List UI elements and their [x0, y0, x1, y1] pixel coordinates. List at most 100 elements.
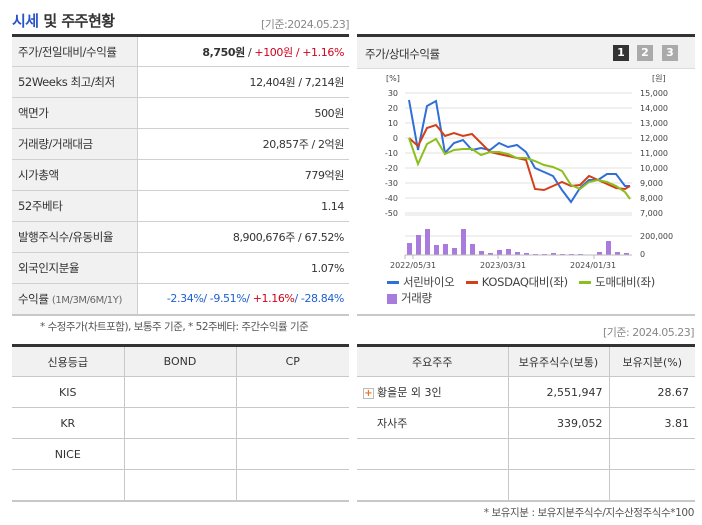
return-1y: -28.84%: [300, 292, 345, 306]
section-title: 시세 및 주주현황: [12, 10, 115, 31]
returns-periods: (1M/3M/6M/1Y): [51, 294, 123, 306]
shares-cell: [507, 438, 610, 470]
table-row: 거래량/거래대금 20,857주 / 2억원: [12, 128, 349, 160]
expand-plus-icon[interactable]: +: [363, 387, 374, 399]
row-label: 주가/전일대비/수익률: [12, 35, 138, 67]
legend-label: KOSDAQ대비(좌): [481, 275, 568, 289]
holders-base-date: [기준: 2024.05.23]: [602, 326, 695, 339]
agency-cell: KIS: [12, 376, 125, 408]
table-row: 외국인지분율 1.07%: [12, 252, 349, 284]
volume-bars: [407, 229, 629, 255]
column-header: CP: [235, 345, 349, 377]
legend-item-wholesale[interactable]: 도매대비(좌): [579, 274, 655, 290]
agency-cell: NICE: [12, 438, 125, 470]
major-shareholders-table: 주요주주 보유주식수(보통) 보유지분(%) + 황을문 외 3인 2,551,9…: [357, 344, 695, 502]
market-info-table: 주가/전일대비/수익률 8,750원 / +100원 / +1.16% 52We…: [12, 34, 349, 316]
svg-text:2023/03/31: 2023/03/31: [480, 261, 526, 270]
svg-text:14,000: 14,000: [640, 104, 668, 113]
row-label: 외국인지분율: [12, 252, 138, 284]
svg-text:7,000: 7,000: [640, 209, 663, 218]
table-row: 발행주식수/유동비율 8,900,676주 / 67.52%: [12, 221, 349, 253]
table-row: 52Weeks 최고/최저 12,404원 / 7,214원: [12, 66, 349, 98]
shares-cell: 339,052: [507, 407, 610, 439]
price-chart: [%] 30 20 10 0 -10 -20 -30 -40 -50 [원] 1…: [385, 74, 673, 270]
cp-cell: [235, 469, 349, 502]
svg-text:30: 30: [388, 89, 398, 98]
row-value: 1.14: [137, 190, 349, 222]
holders-footnote: * 보유지분 : 보유지분주식수/지수산정주식수*100: [483, 507, 695, 519]
table-row: 시가총액 779억원: [12, 159, 349, 191]
table-row: 자사주 339,052 3.81: [357, 407, 695, 439]
column-header: 주요주주: [357, 345, 509, 377]
legend-line-icon: [387, 281, 399, 284]
table-row: 주가/전일대비/수익률 8,750원 / +100원 / +1.16%: [12, 35, 349, 67]
chart-gridlines: [405, 92, 632, 237]
chart-page-3-button[interactable]: 3: [662, 45, 678, 61]
table-row: [357, 438, 695, 470]
chart-page-1-button[interactable]: 1: [613, 45, 629, 61]
legend-item-serin-bio[interactable]: 서린바이오: [387, 274, 455, 290]
x-axis-labels: 2022/05/31 2023/03/31 2024/01/31: [390, 261, 616, 270]
row-value: 8,750원 / +100원 / +1.16%: [137, 35, 349, 67]
row-label: 발행주식수/유동비율: [12, 221, 138, 253]
table-row: [12, 469, 349, 502]
legend-label: 서린바이오: [403, 275, 455, 289]
x-axis-ticks: [404, 255, 595, 259]
agency-cell: KR: [12, 407, 125, 439]
legend-line-icon: [465, 281, 478, 284]
holder-name-cell: [357, 469, 509, 502]
row-label: 시가총액: [12, 159, 138, 191]
legend-item-kosdaq[interactable]: KOSDAQ대비(좌): [465, 274, 568, 290]
bond-cell: [123, 376, 237, 408]
bond-cell: [123, 407, 237, 439]
info-footnote: * 수정주가(차트포함), 보통주 기준, * 52주베타: 주간수익률 기준: [40, 321, 309, 333]
table-row: KR: [12, 407, 349, 439]
row-value: 12,404원 / 7,214원: [137, 66, 349, 98]
holder-name-cell: 자사주: [357, 407, 509, 439]
table-row: 액면가 500원: [12, 97, 349, 129]
legend-square-icon: [387, 293, 397, 304]
chart-page-2-button[interactable]: 2: [637, 45, 653, 61]
svg-text:15,000: 15,000: [640, 89, 668, 98]
row-label: 액면가: [12, 97, 138, 129]
row-label: 52주베타: [12, 190, 138, 222]
holder-name-cell: + 황을문 외 3인: [357, 376, 509, 408]
credit-rating-table: 신용등급 BOND CP KIS KR NICE: [12, 344, 349, 502]
pct-cell: 28.67: [608, 376, 695, 408]
return-3m: -9.51%: [209, 292, 247, 306]
chart-header: 주가/상대수익률 1 2 3: [357, 37, 695, 69]
separator: /: [292, 45, 303, 59]
row-value: 779억원: [137, 159, 349, 191]
row-label: 거래량/거래대금: [12, 128, 138, 160]
cp-cell: [235, 376, 349, 408]
bond-cell: [123, 469, 237, 502]
table-header-row: 주요주주 보유주식수(보통) 보유지분(%): [357, 345, 695, 377]
legend-label: 도매대비(좌): [595, 275, 655, 289]
chart-panel: 주가/상대수익률 1 2 3: [357, 34, 695, 69]
shares-cell: [507, 469, 610, 502]
row-value: 8,900,676주 / 67.52%: [137, 221, 349, 253]
section-title-rest: 및 주주현황: [38, 12, 115, 30]
bond-cell: [123, 438, 237, 470]
right-axis-labels: [원] 15,000 14,000 13,000 12,000 11,000 1…: [640, 74, 673, 259]
table-row: NICE: [12, 438, 349, 470]
separator: /: [244, 45, 255, 59]
cp-cell: [235, 438, 349, 470]
legend-item-volume[interactable]: 거래량: [387, 290, 432, 306]
base-date: [기준:2024.05.23]: [260, 18, 350, 31]
row-label: 수익률 (1M/3M/6M/1Y): [12, 283, 138, 316]
svg-text:11,000: 11,000: [640, 149, 668, 158]
column-header: BOND: [123, 345, 237, 377]
right-axis-unit: [원]: [652, 74, 666, 83]
section-title-accent: 시세: [12, 12, 39, 30]
column-header: 보유주식수(보통): [507, 345, 610, 377]
return-1m: -2.34%: [166, 292, 204, 306]
table-header-row: 신용등급 BOND CP: [12, 345, 349, 377]
svg-text:-10: -10: [385, 149, 398, 158]
table-row: [357, 469, 695, 502]
row-value: 20,857주 / 2억원: [137, 128, 349, 160]
column-header: 신용등급: [12, 345, 125, 377]
cp-cell: [235, 407, 349, 439]
return-6m: +1.16%: [252, 292, 295, 306]
left-axis-unit: [%]: [386, 74, 400, 83]
